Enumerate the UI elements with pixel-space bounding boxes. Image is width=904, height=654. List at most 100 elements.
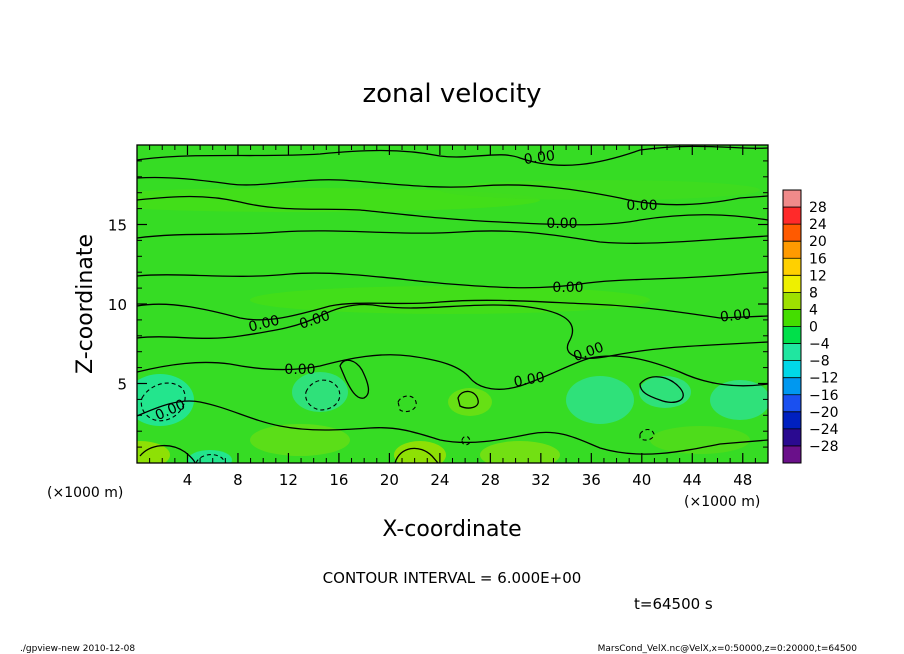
colorbar-swatch [783,275,801,293]
colorbar-swatch [783,241,801,259]
x-tick-label: 40 [632,471,651,489]
colorbar-swatch [783,326,801,345]
x-tick-label: 20 [380,471,399,489]
x-tick-label: 48 [733,471,752,489]
contour-line [339,359,370,399]
footer-left: ./gpview-new 2010-12-08 [20,644,135,654]
colorbar-swatch [783,411,801,430]
contour-line-negative [639,428,655,441]
colorbar-label: −20 [809,405,839,421]
colorbar-label: 20 [809,234,827,250]
x-tick-label: 24 [430,471,449,489]
field-shade [710,380,768,420]
colorbar-swatch [783,207,801,225]
colorbar-swatch [783,292,801,310]
field-shade [440,180,760,200]
colorbar-swatch [783,394,801,413]
contour-line [137,400,768,455]
colorbar-swatch [783,224,801,242]
contour-line [137,299,768,321]
contour-label: 0.00 [513,369,546,390]
colorbar-swatch [783,190,801,208]
plot-area: 0.000.000.000.000.00 0.000.000.000.000.00… [137,145,768,463]
field-shade [292,372,348,412]
field-shade [394,441,446,463]
colorbar-swatch [783,309,801,327]
colorbar-label: 16 [809,251,827,267]
contour-line-negative [195,454,227,463]
colorbar-label: 8 [809,285,818,301]
contour-line-negative [461,435,471,446]
colorbar-label: −8 [809,354,830,370]
y-axis-title: Z-coordinate [73,234,98,374]
colorbar-label: −16 [809,388,839,404]
negative-contour-lines [140,379,655,463]
field-shade [639,376,691,408]
colorbar-swatch [783,258,801,276]
field-shade [250,424,350,456]
contour-label: 0.00 [552,280,583,296]
time-text: t=64500 s [634,595,713,613]
colorbar-label: 4 [809,302,818,318]
colorbar-swatch [783,343,801,362]
y-unit-label: (×1000 m) [47,485,123,501]
field-shade [566,376,634,424]
contour-label: 0.00 [284,362,315,378]
chart-title: zonal velocity [362,79,541,109]
colorbar-label: 0 [809,320,818,336]
colorbar-swatch [783,445,801,464]
field-shade [188,450,232,463]
contour-lines [137,145,768,463]
colorbar-label: 28 [809,200,827,216]
x-tick-label: 36 [582,471,601,489]
colorbar-swatch [783,377,801,396]
field-shade [480,441,560,463]
colorbar-swatch [783,360,801,379]
colorbar-label: 24 [809,217,827,233]
contour-line [394,447,439,463]
contour-line-negative [140,382,186,422]
colorbar-label: −24 [809,422,839,438]
colorbar-label: 12 [809,268,827,284]
contour-label: 0.00 [523,148,556,168]
y-tick-label: 10 [108,296,127,314]
contour-line [457,390,479,409]
x-tick-label: 12 [279,471,298,489]
x-tick-label: 16 [329,471,348,489]
colorbar-label: −28 [809,439,839,455]
contour-line [137,354,768,390]
colorbar-label: −4 [809,337,830,353]
contour-label: 0.00 [626,198,657,214]
contour-line [137,176,768,206]
x-tick-label: 32 [531,471,550,489]
x-tick-label: 8 [233,471,243,489]
field-shade [137,188,540,212]
y-tick-label: 15 [108,217,127,235]
x-tick-label: 28 [481,471,500,489]
contour-line [137,230,768,244]
footer-right: MarsCond_VelX.nc@VelX,x=0:50000,z=0:2000… [598,644,858,654]
contour-line-negative [305,379,341,411]
contour-line [639,376,684,403]
x-axis-title: X-coordinate [382,517,521,542]
field-shade [250,286,650,314]
contour-line [139,445,196,463]
field-shade [137,441,170,463]
contour-line [137,271,768,289]
y-tick-label: 5 [117,376,127,394]
field-shade [650,426,750,454]
contour-line-negative [397,395,417,413]
contour-label: 0.00 [546,216,577,232]
contour-line [137,145,768,166]
contour-label: 0.00 [719,306,752,325]
contour-line [137,195,768,226]
contour-label: 0.00 [247,313,281,336]
contour-interval-text: CONTOUR INTERVAL = 6.000E+00 [323,569,582,587]
colorbar-label: −12 [809,371,839,387]
x-unit-label: (×1000 m) [684,494,760,510]
colorbar-swatch [783,428,801,447]
x-tick-label: 4 [183,471,193,489]
